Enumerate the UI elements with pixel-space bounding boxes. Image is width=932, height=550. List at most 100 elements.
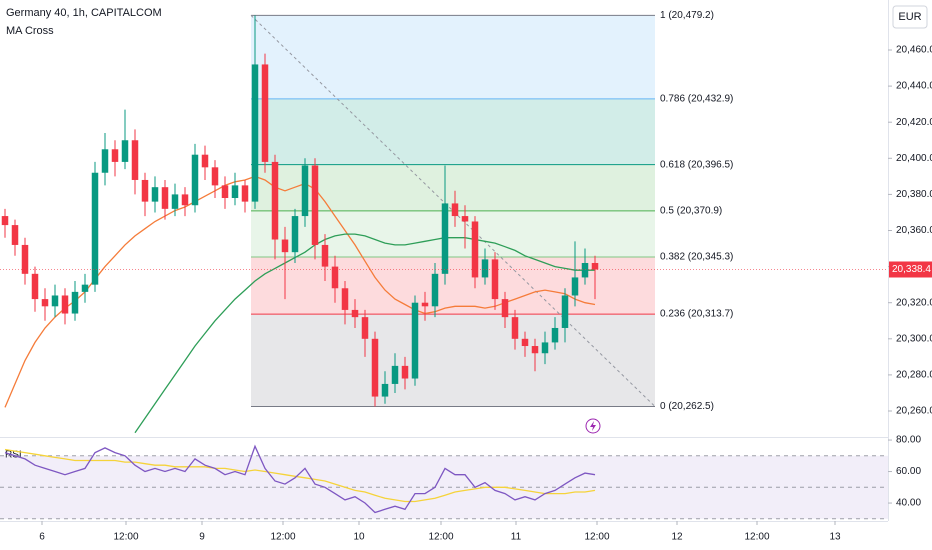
- candle-body: [171, 194, 179, 209]
- candle-body: [511, 317, 519, 339]
- candle-body: [191, 154, 199, 206]
- candle-body: [391, 365, 399, 384]
- fib-zone: [251, 164, 655, 211]
- candle-body: [71, 291, 79, 314]
- candle-body: [141, 179, 149, 202]
- candle-body: [551, 327, 559, 343]
- candle-body: [251, 64, 259, 202]
- candle-body: [361, 317, 369, 339]
- candle-body: [261, 64, 269, 162]
- candle-body: [461, 216, 469, 222]
- candle-body: [1, 216, 9, 226]
- candle-body: [281, 239, 289, 253]
- candle-body: [381, 383, 389, 397]
- candle-body: [101, 149, 109, 173]
- candle-body: [591, 262, 599, 270]
- candle-body: [401, 365, 409, 379]
- y-tick-label: 20,280.00: [896, 370, 932, 381]
- fib-zone: [251, 314, 655, 407]
- candle-body: [241, 185, 249, 202]
- candle-body: [311, 165, 319, 245]
- candle-body: [91, 172, 99, 285]
- event-icon[interactable]: [585, 418, 601, 434]
- candle-body: [491, 259, 499, 300]
- y-tick-label: 20,260.00: [896, 406, 932, 417]
- candle-body: [81, 284, 89, 292]
- candle-body: [61, 295, 69, 314]
- rsi-tick-label: 60.00: [896, 466, 921, 477]
- fib-trend-line: [250, 14, 656, 407]
- y-tick-label: 20,360.00: [896, 225, 932, 236]
- candle-body: [421, 302, 429, 307]
- fib-zone: [251, 210, 655, 258]
- fib-label: 0.618 (20,396.5): [660, 159, 733, 170]
- candle-body: [481, 259, 489, 278]
- x-tick-label: 10: [353, 532, 365, 543]
- candle-body: [211, 167, 219, 186]
- candle-body: [131, 140, 139, 180]
- candle-body: [541, 342, 549, 354]
- candle-body: [471, 221, 479, 278]
- rsi-tick-label: 40.00: [896, 498, 921, 509]
- candle-body: [531, 346, 539, 354]
- candle-body: [291, 216, 299, 253]
- candle-body: [31, 273, 39, 300]
- candle-body: [441, 203, 449, 274]
- candle-body: [351, 309, 359, 318]
- candle-body: [571, 277, 579, 296]
- x-tick-label: 12: [671, 532, 683, 543]
- candle-body: [451, 203, 459, 217]
- candle-body: [501, 299, 509, 318]
- candle-body: [581, 262, 589, 278]
- ma-line: [4, 175, 596, 408]
- fib-label: 0.236 (20,313.7): [660, 309, 733, 320]
- fib-zone: [251, 15, 655, 99]
- main-pane: 1 (20,479.2) 0.786 (20,432.9) 0.618 (20,39…: [0, 10, 888, 434]
- y-tick-label: 20,320.00: [896, 297, 932, 308]
- y-tick-label: 20,380.00: [896, 189, 932, 200]
- x-tick-label: 12:00: [270, 532, 295, 543]
- candle-body: [411, 302, 419, 379]
- candle-body: [121, 140, 129, 162]
- candle-body: [11, 225, 19, 245]
- rsi-line: [4, 444, 596, 514]
- y-tick-label: 20,300.00: [896, 333, 932, 344]
- candle-body: [301, 165, 309, 217]
- y-tick-label: 20,440.00: [896, 81, 932, 92]
- fib-label: 0.382 (20,345.3): [660, 252, 733, 263]
- candle-body: [41, 299, 49, 307]
- candle-body: [221, 185, 229, 199]
- currency-button[interactable]: [892, 5, 928, 29]
- candle-body: [181, 194, 189, 206]
- indicator-title: MA Cross: [6, 25, 54, 37]
- candle-body: [341, 288, 349, 310]
- candle-body: [271, 161, 279, 240]
- candle-body: [111, 149, 119, 162]
- x-tick-label: 13: [829, 532, 841, 543]
- y-tick-label: 20,460.00: [896, 45, 932, 56]
- fib-label: 0.5 (20,370.9): [660, 205, 722, 216]
- candle-body: [21, 244, 29, 274]
- last-price-tag: [889, 261, 932, 278]
- candle-body: [431, 273, 439, 307]
- candle-body: [201, 154, 209, 168]
- x-tick-label: 12:00: [584, 532, 609, 543]
- x-tick-label: 9: [199, 532, 205, 543]
- x-tick-label: 6: [39, 532, 45, 543]
- event-icon-bolt: [590, 421, 596, 431]
- candle-body: [521, 338, 529, 347]
- ma-line: [134, 233, 595, 434]
- candle-body: [561, 295, 569, 328]
- fib-label: 1 (20,479.2): [660, 10, 714, 21]
- candle-body: [151, 187, 159, 202]
- fib-zone: [251, 98, 655, 165]
- chart-title: Germany 40, 1h, CAPITALCOM: [6, 7, 162, 19]
- y-tick-label: 20,420.00: [896, 117, 932, 128]
- candle-body: [161, 187, 169, 209]
- fib-label: 0 (20,262.5): [660, 401, 714, 412]
- fib-label: 0.786 (20,432.9): [660, 94, 733, 105]
- x-tick-label: 11: [511, 532, 522, 543]
- rsi-tick-label: 80.00: [896, 435, 921, 446]
